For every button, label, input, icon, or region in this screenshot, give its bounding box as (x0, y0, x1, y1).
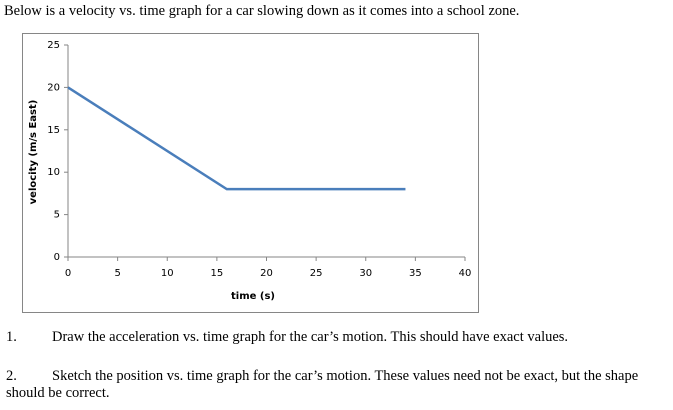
x-tick-label: 0 (65, 268, 71, 279)
question-text: Sketch the position vs. time graph for t… (6, 368, 639, 401)
x-tick-label: 10 (161, 268, 174, 279)
x-tick-label: 30 (359, 268, 372, 279)
y-tick-label: 25 (47, 40, 60, 51)
intro-text: Below is a velocity vs. time graph for a… (4, 3, 520, 19)
y-tick-label: 0 (54, 252, 60, 263)
question: 2. Sketch the position vs. time graph for… (6, 368, 666, 402)
y-axis-label: velocity (m/s East) (28, 100, 39, 205)
x-tick-label: 5 (114, 268, 120, 279)
x-tick-label: 35 (409, 268, 422, 279)
x-tick-label: 20 (260, 268, 273, 279)
x-tick-label: 25 (310, 268, 323, 279)
y-tick-label: 10 (47, 167, 60, 178)
chart-border (22, 33, 479, 313)
data-line (67, 86, 406, 191)
y-tick-label: 5 (54, 210, 60, 221)
x-tick-label: 40 (459, 268, 472, 279)
question-number: 1. (6, 329, 17, 345)
chart: time (s) velocity (m/s East) 0 5 10 15 20 25 0… (22, 33, 479, 313)
question-text: Draw the acceleration vs. time graph for… (52, 329, 569, 345)
x-tick-label: 15 (211, 268, 224, 279)
y-tick-label: 20 (47, 82, 60, 93)
question: 1. Draw the acceleration vs. time graph f… (6, 329, 666, 346)
x-axis-label: time (s) (231, 291, 275, 302)
question-number: 2. (6, 368, 17, 384)
y-tick-label: 15 (47, 125, 60, 136)
